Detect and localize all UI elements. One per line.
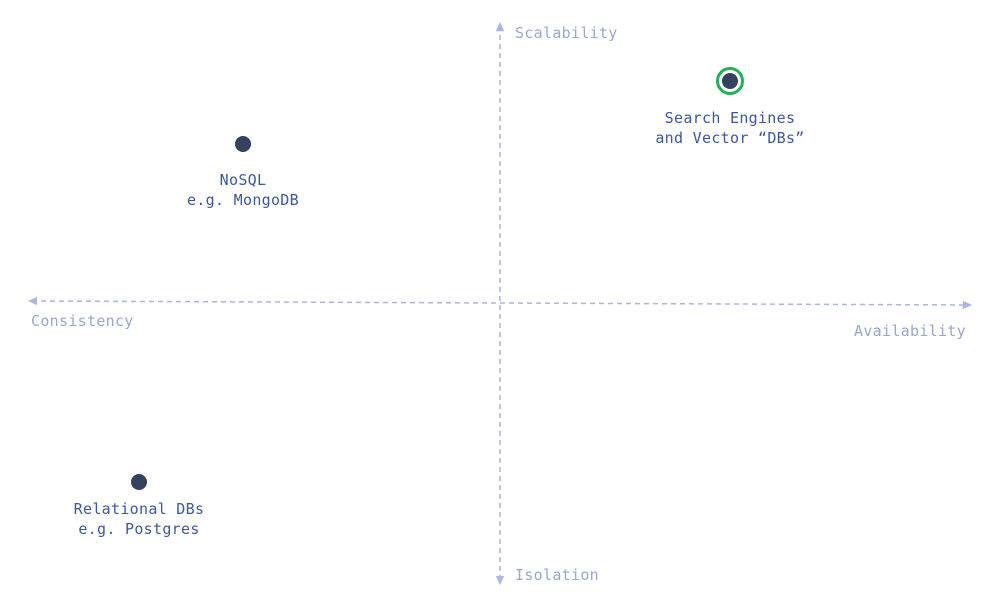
axis-label-isolation: Isolation <box>515 566 599 584</box>
horizontal-axis <box>27 296 973 310</box>
point-marker <box>722 73 738 89</box>
point-subtitle: and Vector “DBs” <box>655 129 805 147</box>
point-subtitle: e.g. Postgres <box>78 520 200 538</box>
axis-label-availability: Availability <box>854 322 966 340</box>
point-marker <box>131 474 147 490</box>
highlight-ring <box>716 67 744 95</box>
point-label: Relational DBs e.g. Postgres <box>0 499 289 539</box>
point-label: Search Engines and Vector “DBs” <box>580 108 880 148</box>
point-title: Relational DBs <box>73 500 205 518</box>
point-title: Search Engines <box>664 109 796 127</box>
axis-label-consistency: Consistency <box>31 312 134 330</box>
point-marker <box>235 136 251 152</box>
axis-label-scalability: Scalability <box>515 24 618 42</box>
point-label: NoSQL e.g. MongoDB <box>93 170 393 210</box>
point-subtitle: e.g. MongoDB <box>187 191 299 209</box>
point-title: NoSQL <box>219 171 267 189</box>
